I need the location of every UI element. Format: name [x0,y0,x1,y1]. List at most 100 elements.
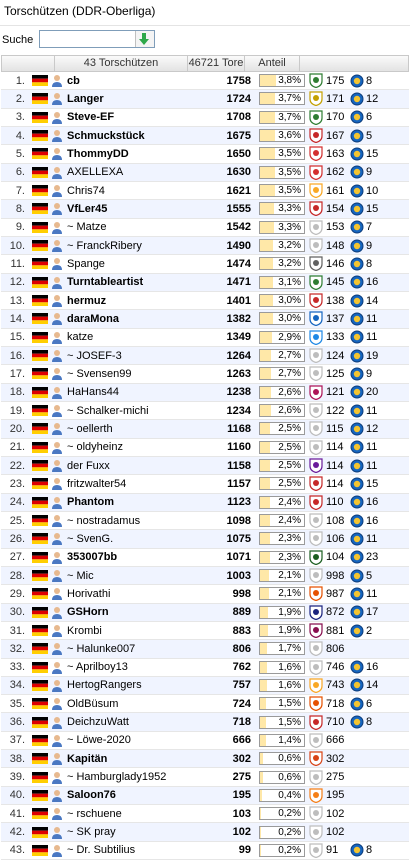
user-icon[interactable] [51,771,63,784]
user-icon[interactable] [51,532,63,546]
user-icon[interactable] [51,844,63,857]
user-icon[interactable] [51,679,63,692]
player-name[interactable]: ~ Halunke007 [67,642,136,655]
player-name[interactable]: Steve-EF [67,111,115,124]
table-row[interactable]: 34. HertogRangers 757 1,6% 743 14 [1,676,409,696]
table-row[interactable]: 8. VfLer45 1555 3,3% 154 15 [1,200,409,219]
player-name[interactable]: Schmuckstück [67,129,145,142]
player-name[interactable]: Saloon76 [67,789,116,802]
club-crest-icon[interactable] [309,513,323,529]
user-icon[interactable] [51,166,63,179]
club-crest-icon[interactable] [309,806,323,822]
club-crest-icon[interactable] [309,220,323,235]
table-row[interactable]: 23. fritzwalter54 1157 2,5% 114 15 [1,475,409,494]
table-row[interactable]: 31. Krombi 883 1,9% 881 2 [1,622,409,641]
table-row[interactable]: 22. der Fuxx 1158 2,5% 114 11 [1,456,409,476]
user-icon[interactable] [51,734,63,747]
table-row[interactable]: 5. ThommyDD 1650 3,5% 163 15 [1,145,409,164]
user-icon[interactable] [51,569,63,583]
club-crest-icon[interactable] [309,678,323,694]
user-icon[interactable] [51,294,63,308]
player-name[interactable]: katze [67,331,94,344]
player-name[interactable]: HaHans44 [67,386,119,399]
table-row[interactable]: 1. cb 1758 3,8% 175 8 [1,72,409,91]
player-name[interactable]: Phantom [67,496,115,509]
player-name[interactable]: GSHorn [67,606,109,619]
user-icon[interactable] [51,514,63,528]
player-name[interactable]: daraMona [67,312,119,325]
club-crest-icon[interactable] [309,751,323,767]
user-icon[interactable] [51,221,63,234]
club-crest-icon[interactable] [309,421,323,437]
table-row[interactable]: 21. ~ oldyheinz 1160 2,5% 114 11 [1,439,409,457]
club-crest-icon[interactable] [309,256,323,272]
table-row[interactable]: 39. ~ Hamburglady1952 275 0,6% 275 [1,768,409,787]
table-row[interactable]: 25. ~ nostradamus 1098 2,4% 108 16 [1,512,409,531]
table-row[interactable]: 16. ~ JOSEF-3 1264 2,7% 124 19 [1,346,409,366]
player-name[interactable]: HertogRangers [67,679,142,692]
table-row[interactable]: 6. AXELLEXA 1630 3,5% 162 9 [1,163,409,182]
user-icon[interactable] [51,551,63,564]
player-name[interactable]: ~ rschuene [67,807,122,820]
player-name[interactable]: ~ nostradamus [67,514,141,527]
user-icon[interactable] [51,111,63,124]
player-name[interactable]: ~ Aprilboy13 [67,661,128,674]
club-crest-icon[interactable] [309,183,323,199]
user-icon[interactable] [51,147,63,161]
user-icon[interactable] [51,349,63,363]
table-row[interactable]: 28. ~ Mic 1003 2,1% 998 5 [1,566,409,586]
player-name[interactable]: VfLer45 [67,202,108,215]
user-icon[interactable] [51,331,63,344]
user-icon[interactable] [51,404,63,418]
table-row[interactable]: 36. DeichzuWatt 718 1,5% 710 8 [1,713,409,732]
table-row[interactable]: 12. Turntableartist 1471 3,1% 145 16 [1,273,409,292]
player-name[interactable]: ~ Svensen99 [67,367,132,380]
club-crest-icon[interactable] [309,531,323,547]
table-row[interactable]: 2. Langer 1724 3,7% 171 12 [1,90,409,109]
table-row[interactable]: 24. Phantom 1123 2,4% 110 16 [1,493,409,512]
table-row[interactable]: 17. ~ Svensen99 1263 2,7% 125 9 [1,365,409,384]
player-name[interactable]: OldBüsum [67,697,119,710]
user-icon[interactable] [51,441,63,454]
user-icon[interactable] [51,477,63,491]
user-icon[interactable] [51,826,63,839]
player-name[interactable]: hermuz [67,294,107,307]
club-crest-icon[interactable] [309,73,323,89]
club-crest-icon[interactable] [309,330,323,345]
user-icon[interactable] [51,587,63,601]
player-name[interactable]: Spange [67,257,105,270]
player-name[interactable]: ~ FranckRibery [67,239,142,252]
club-crest-icon[interactable] [309,385,323,400]
table-row[interactable]: 14. daraMona 1382 3,0% 137 11 [1,310,409,329]
header-share[interactable]: Anteil [245,56,300,71]
player-name[interactable]: Krombi [67,624,102,637]
player-name[interactable]: ~ oldyheinz [67,441,123,454]
club-crest-icon[interactable] [309,641,323,657]
table-row[interactable]: 30. GSHorn 889 1,9% 872 17 [1,603,409,622]
table-row[interactable]: 20. ~ oellerth 1168 2,5% 115 12 [1,420,409,439]
user-icon[interactable] [51,312,63,326]
table-row[interactable]: 18. HaHans44 1238 2,6% 121 20 [1,383,409,402]
club-crest-icon[interactable] [309,238,323,254]
user-icon[interactable] [51,661,63,674]
user-icon[interactable] [51,496,63,509]
user-icon[interactable] [51,184,63,198]
table-row[interactable]: 42. ~ SK pray 102 0,2% 102 [1,823,409,842]
club-crest-icon[interactable] [309,146,323,162]
user-icon[interactable] [51,752,63,766]
player-name[interactable]: Kapitän [67,752,108,765]
user-icon[interactable] [51,716,63,729]
user-icon[interactable] [51,789,63,802]
club-crest-icon[interactable] [309,825,323,840]
player-name[interactable]: Turntableartist [67,276,144,289]
player-name[interactable]: ~ oellerth [67,422,113,435]
club-crest-icon[interactable] [309,660,323,675]
player-name[interactable]: ~ SK pray [67,826,116,839]
table-row[interactable]: 11. Spange 1474 3,2% 146 8 [1,255,409,274]
club-crest-icon[interactable] [309,476,323,492]
player-name[interactable]: ~ Dr. Subtilius [67,844,136,857]
search-input[interactable] [40,31,139,47]
player-name[interactable]: cb [67,74,80,87]
club-crest-icon[interactable] [309,458,323,474]
user-icon[interactable] [51,386,63,399]
